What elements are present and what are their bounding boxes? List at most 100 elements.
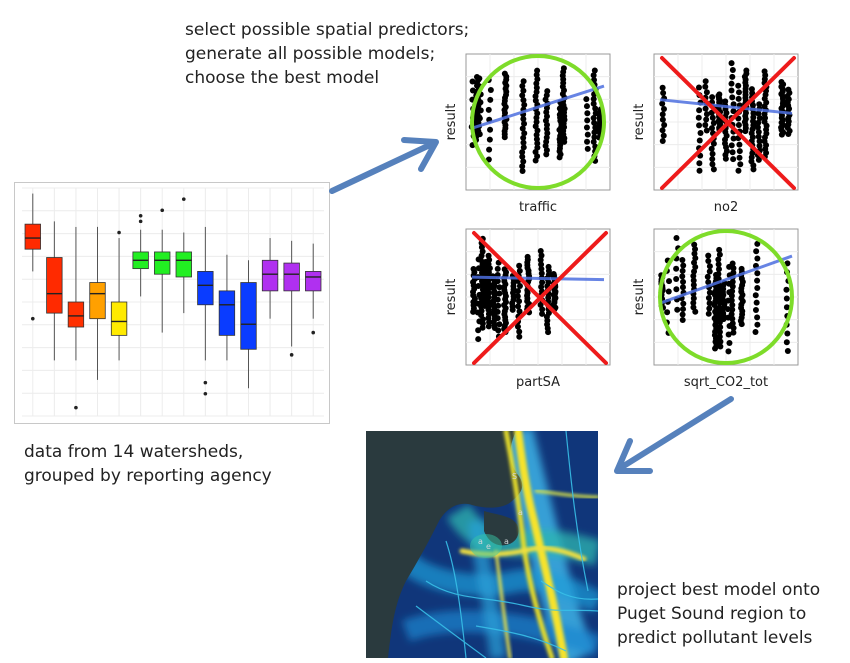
data-point: [716, 328, 723, 335]
scatter-no2: result no2: [632, 53, 799, 215]
boxplot-box: [24, 193, 41, 321]
data-point: [521, 120, 528, 127]
data-point: [755, 156, 762, 163]
data-point: [735, 122, 742, 129]
data-point: [673, 276, 680, 283]
data-point: [666, 278, 673, 285]
data-point: [761, 68, 768, 75]
cross-line: [472, 231, 608, 365]
data-point: [592, 124, 599, 131]
data-point: [785, 86, 792, 93]
boxplot-box: [305, 243, 322, 335]
data-point: [533, 118, 540, 125]
data-point: [705, 294, 712, 301]
data-point: [736, 141, 743, 148]
data-point: [706, 305, 713, 312]
data-point: [560, 65, 567, 72]
data-point: [705, 310, 712, 317]
note-bottom: project best model onto Puget Sound regi…: [617, 578, 820, 650]
box-outlier: [203, 380, 208, 385]
data-point: [728, 292, 735, 299]
data-point: [680, 262, 687, 269]
data-point: [729, 306, 736, 313]
box-body: [218, 290, 236, 336]
data-point: [470, 265, 477, 272]
data-point: [520, 158, 527, 165]
box-body: [283, 262, 300, 292]
data-point: [501, 266, 508, 273]
data-point: [519, 92, 526, 99]
data-point: [538, 270, 545, 277]
data-point: [516, 333, 523, 340]
data-point: [591, 119, 598, 126]
data-point: [729, 278, 736, 285]
data-point: [520, 144, 527, 151]
data-point: [729, 66, 736, 73]
data-point: [703, 111, 710, 118]
data-point: [754, 270, 761, 277]
data-point: [736, 154, 743, 161]
data-point: [485, 298, 492, 305]
data-point: [715, 266, 722, 273]
data-point: [728, 87, 735, 94]
data-point: [729, 301, 736, 308]
note-bottom-line: Puget Sound region to: [617, 604, 807, 624]
y-axis-label: result: [444, 104, 459, 141]
data-point: [708, 125, 715, 132]
note-top-line: choose the best model: [185, 68, 380, 88]
data-point: [514, 323, 521, 330]
data-point: [494, 296, 501, 303]
data-point: [534, 67, 541, 74]
data-point: [705, 257, 712, 264]
data-point: [716, 91, 723, 98]
regression-line: [471, 275, 605, 282]
box-outlier: [311, 330, 316, 335]
data-point: [495, 302, 502, 309]
box-body: [46, 257, 63, 314]
data-point: [690, 295, 697, 302]
data-point: [754, 124, 761, 131]
data-point: [690, 273, 697, 280]
data-point: [659, 116, 666, 123]
data-point: [754, 321, 761, 328]
data-point: [690, 281, 697, 288]
data-point: [479, 320, 486, 327]
data-point: [736, 148, 743, 155]
note-bottom-line: predict pollutant levels: [617, 628, 813, 648]
data-point: [584, 145, 591, 152]
boxplot-box: [46, 221, 63, 361]
data-point: [696, 122, 703, 129]
data-point: [680, 300, 687, 307]
boxplot-box: [175, 197, 192, 314]
data-point: [752, 306, 759, 313]
map-labels: S a a e a: [478, 472, 523, 551]
data-point: [728, 60, 735, 67]
reject-cross: [472, 231, 608, 365]
data-point: [722, 98, 729, 105]
data-point: [730, 265, 737, 272]
data-point: [533, 89, 540, 96]
data-point: [673, 286, 680, 293]
data-point: [583, 96, 590, 103]
y-axis-label: result: [632, 279, 647, 316]
note-left-line: grouped by reporting agency: [24, 466, 272, 486]
data-point: [715, 290, 722, 297]
data-point: [710, 140, 717, 147]
data-point: [673, 235, 680, 242]
boxplot-box: [218, 254, 236, 361]
data-point: [520, 134, 527, 141]
map-label: a: [478, 537, 483, 546]
boxplot-box: [240, 260, 257, 389]
fit-line: [659, 254, 793, 305]
data-point: [516, 298, 523, 305]
map-label: e: [486, 542, 491, 551]
data-point: [754, 314, 761, 321]
box-outlier: [138, 214, 143, 218]
data-point: [537, 247, 544, 254]
data-point: [487, 96, 494, 103]
data-point: [590, 115, 597, 122]
data-point: [659, 100, 666, 107]
x-axis-label: partSA: [516, 375, 560, 390]
data-point: [703, 89, 710, 96]
